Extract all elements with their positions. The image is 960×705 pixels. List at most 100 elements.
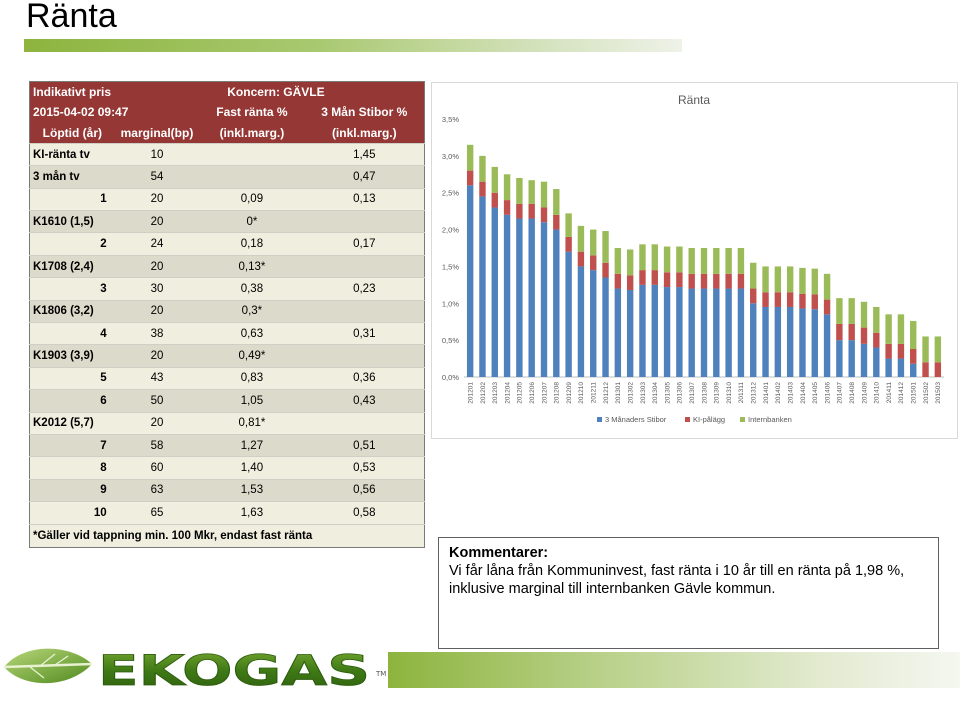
header-group: Koncern: GÄVLE — [199, 81, 425, 103]
bar-stibor — [651, 284, 658, 377]
stibor-rate-cell: 0,47 — [304, 165, 425, 189]
x-tick-label: 201502 — [923, 382, 930, 404]
table-row: 1 20 0,09 0,13 — [29, 187, 425, 211]
bar-stibor — [479, 196, 486, 377]
margin-cell: 54 — [114, 165, 200, 189]
stibor-rate-cell: 0,23 — [304, 277, 425, 301]
bar-stibor — [540, 222, 548, 377]
y-tick-label: 2,5% — [442, 189, 459, 198]
table-row: 9 63 1,53 0,56 — [29, 478, 425, 502]
bar-ki-premium — [663, 272, 671, 288]
margin-cell: 60 — [114, 456, 200, 480]
margin-cell: 24 — [114, 232, 200, 256]
bar-stibor — [910, 363, 917, 377]
x-tick-label: 201312 — [751, 382, 758, 404]
stibor-rate-cell — [304, 299, 425, 323]
x-tick-label: 201206 — [529, 382, 536, 404]
bar-ki-premium — [602, 262, 609, 278]
comments-box: Kommentarer: Vi får låna från Kommuninve… — [438, 537, 939, 649]
term-cell: 3 — [29, 277, 115, 301]
term-cell: 9 — [29, 478, 115, 502]
bar-stibor — [639, 284, 646, 377]
x-tick-label: 201207 — [541, 382, 548, 404]
ekogas-logo: EKOGAS TM — [0, 640, 400, 700]
x-tick-label: 201210 — [578, 382, 585, 404]
bar-stibor — [491, 207, 498, 377]
x-tick-label: 201301 — [615, 382, 622, 404]
bar-ki-premium — [934, 362, 942, 377]
bar-internbank — [897, 314, 905, 344]
fixed-rate-cell: 1,27 — [199, 433, 305, 457]
bar-stibor — [577, 266, 585, 377]
bar-stibor — [590, 270, 597, 377]
bar-internbank — [700, 248, 708, 274]
fixed-rate-cell: 0,83 — [199, 366, 305, 390]
table-row: 4 38 0,63 0,31 — [29, 322, 425, 345]
bar-stibor — [528, 218, 535, 377]
bar-internbank — [799, 267, 806, 294]
table-row: 10 65 1,63 0,58 — [29, 501, 425, 525]
bar-ki-premium — [688, 273, 695, 289]
margin-cell: 20 — [114, 210, 200, 233]
table-footnote-row: *Gäller vid tappning min. 100 Mkr, endas… — [29, 523, 425, 548]
bar-stibor — [811, 309, 818, 377]
interest-rate-chart: Ränta 0,0% 0,5% 1,0% 1,5% 2,0% 2,5% 3,0% 3,5% 201… — [431, 82, 958, 439]
term-cell: 8 — [29, 456, 115, 480]
logo-wordmark: EKOGAS — [98, 646, 370, 695]
table-row: K2012 (5,7) 20 0,81* — [29, 411, 425, 435]
x-tick-label: 201311 — [738, 382, 745, 404]
fixed-rate-cell: 0,49* — [199, 344, 305, 368]
bar-ki-premium — [540, 207, 548, 223]
bar-ki-premium — [639, 270, 646, 285]
margin-cell: 30 — [114, 277, 200, 301]
table-row: 6 50 1,05 0,43 — [29, 389, 425, 413]
term-cell: K1806 (3,2) — [29, 299, 115, 323]
bar-ki-premium — [528, 203, 535, 219]
header-fixed-incl-margin: (inkl.marg.) — [199, 122, 305, 144]
bar-ki-premium — [713, 273, 720, 289]
bar-ki-premium — [897, 343, 905, 359]
fixed-rate-cell: 0,13* — [199, 254, 305, 278]
bar-stibor — [873, 347, 880, 377]
stibor-rate-cell — [304, 254, 425, 278]
bar-ki-premium — [565, 236, 572, 252]
legend-swatch — [597, 417, 602, 422]
term-cell: K1610 (1,5) — [29, 210, 115, 233]
bar-internbank — [528, 180, 535, 204]
bar-ki-premium — [614, 273, 622, 289]
bar-internbank — [910, 320, 917, 349]
x-tick-label: 201503 — [935, 382, 942, 404]
term-cell: 6 — [29, 389, 115, 413]
stibor-rate-cell — [304, 210, 425, 233]
bar-internbank — [922, 336, 929, 363]
bar-stibor — [602, 277, 609, 377]
stibor-rate-cell: 1,45 — [304, 142, 425, 166]
x-tick-label: 201302 — [627, 382, 634, 404]
bar-internbank — [750, 262, 757, 289]
table-row: 5 43 0,83 0,36 — [29, 366, 425, 390]
y-tick-label: 0,5% — [442, 336, 459, 345]
bar-internbank — [713, 248, 720, 274]
bar-internbank — [590, 229, 597, 256]
x-tick-label: 201205 — [517, 382, 524, 404]
header-stibor-incl-margin: (inkl.marg.) — [304, 122, 425, 144]
y-tick-label: 3,5% — [442, 115, 459, 124]
term-cell: 1 — [29, 187, 115, 211]
bar-stibor — [823, 314, 831, 377]
x-tick-label: 201308 — [701, 382, 708, 404]
header-term: Löptid (år) — [29, 122, 115, 144]
bar-ki-premium — [577, 251, 585, 267]
stibor-rate-cell: 0,17 — [304, 232, 425, 256]
bar-ki-premium — [873, 332, 880, 348]
bar-ki-premium — [922, 362, 929, 377]
header-margin: marginal(bp) — [114, 122, 200, 144]
y-tick-label: 2,0% — [442, 226, 459, 235]
x-tick-label: 201402 — [775, 382, 782, 404]
margin-cell: 20 — [114, 254, 200, 278]
bar-internbank — [491, 166, 498, 193]
bar-stibor — [737, 288, 745, 377]
bar-ki-premium — [885, 343, 892, 359]
bar-internbank — [885, 314, 892, 344]
bar-stibor — [860, 343, 868, 377]
term-cell: 7 — [29, 433, 115, 457]
